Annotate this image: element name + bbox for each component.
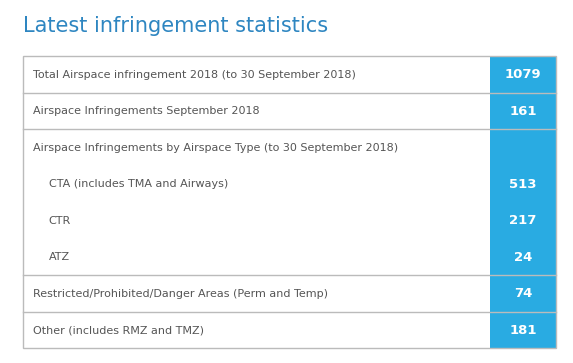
- Text: Airspace Infringements September 2018: Airspace Infringements September 2018: [33, 106, 260, 116]
- Text: CTR: CTR: [49, 216, 71, 226]
- Text: 74: 74: [513, 287, 532, 300]
- Text: 1079: 1079: [505, 68, 541, 81]
- Text: Latest infringement statistics: Latest infringement statistics: [23, 16, 328, 36]
- Text: 181: 181: [509, 324, 536, 337]
- Text: 513: 513: [509, 178, 536, 191]
- Text: CTA (includes TMA and Airways): CTA (includes TMA and Airways): [49, 179, 228, 189]
- Text: Restricted/Prohibited/Danger Areas (Perm and Temp): Restricted/Prohibited/Danger Areas (Perm…: [33, 289, 328, 299]
- Text: Other (includes RMZ and TMZ): Other (includes RMZ and TMZ): [33, 325, 204, 335]
- Text: 217: 217: [509, 214, 536, 227]
- Text: 161: 161: [509, 105, 536, 118]
- Text: Total Airspace infringement 2018 (to 30 September 2018): Total Airspace infringement 2018 (to 30 …: [33, 70, 356, 79]
- Text: Airspace Infringements by Airspace Type (to 30 September 2018): Airspace Infringements by Airspace Type …: [33, 143, 398, 152]
- Text: ATZ: ATZ: [49, 252, 70, 262]
- Text: 24: 24: [513, 251, 532, 264]
